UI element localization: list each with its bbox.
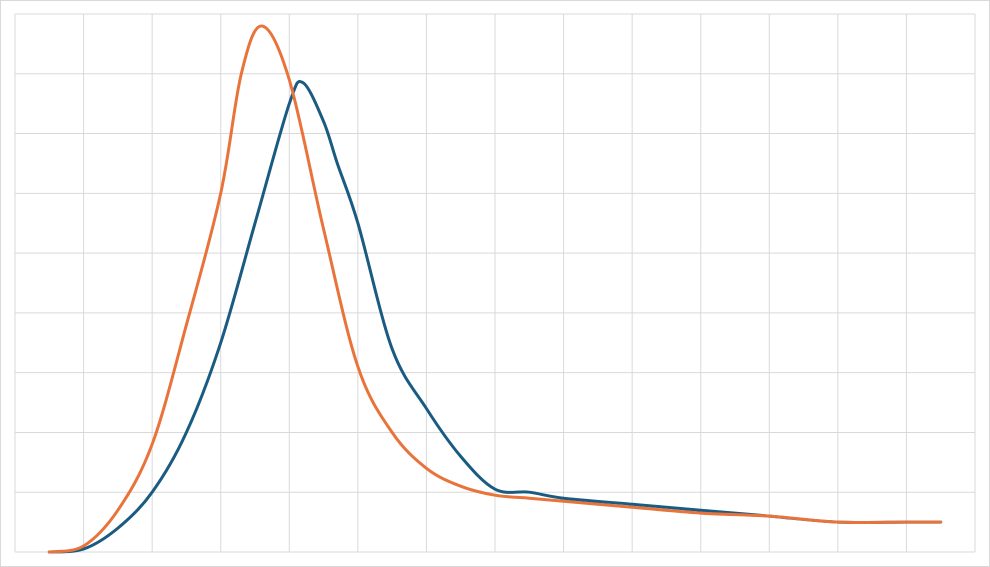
series-line-1 <box>47 80 943 554</box>
series-line-2 <box>47 24 943 554</box>
series-layer <box>47 24 943 554</box>
x-gridlines <box>14 14 976 552</box>
